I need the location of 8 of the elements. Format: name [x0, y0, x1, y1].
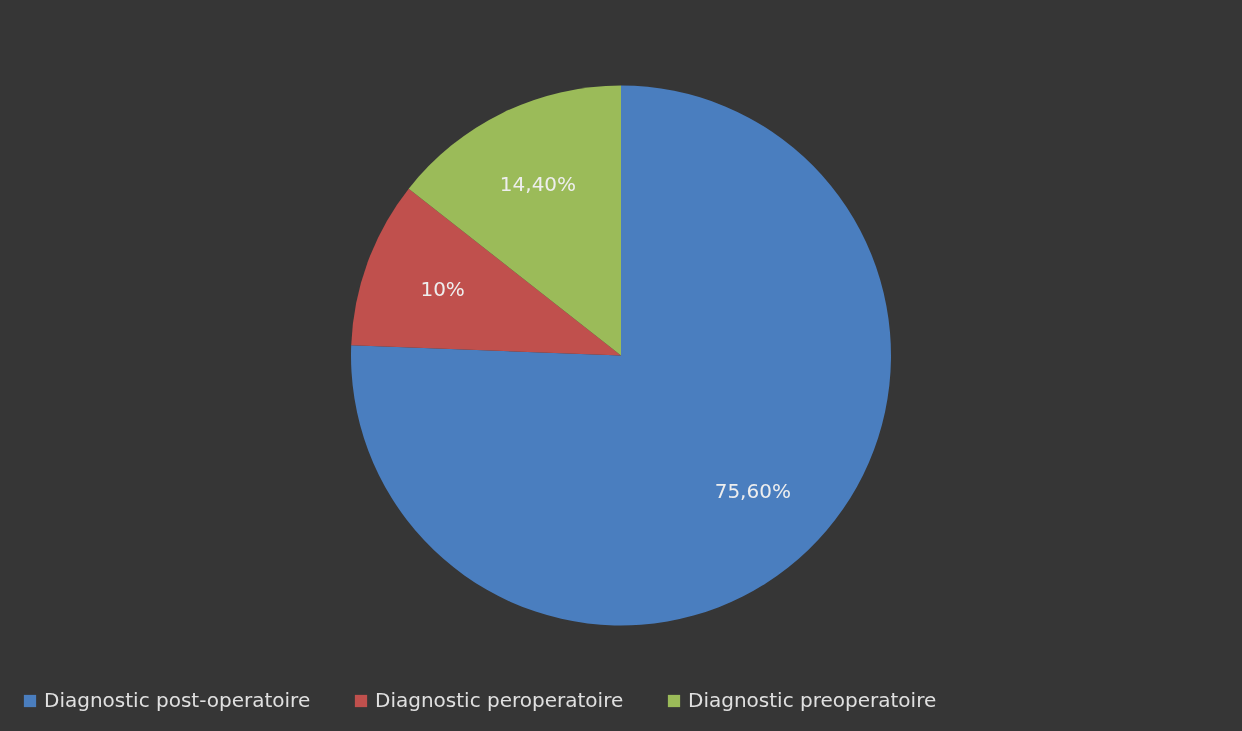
pie-slice	[408, 85, 621, 356]
pie-slice	[351, 85, 891, 626]
data-label: 14,40%	[499, 171, 577, 196]
data-label: 10%	[420, 277, 465, 302]
legend-label: Diagnostic peroperatoire	[375, 688, 624, 712]
legend-label: Diagnostic post-operatoire	[44, 688, 311, 712]
legend-label: Diagnostic preoperatoire	[688, 688, 937, 712]
data-label: 75,60%	[714, 479, 791, 504]
